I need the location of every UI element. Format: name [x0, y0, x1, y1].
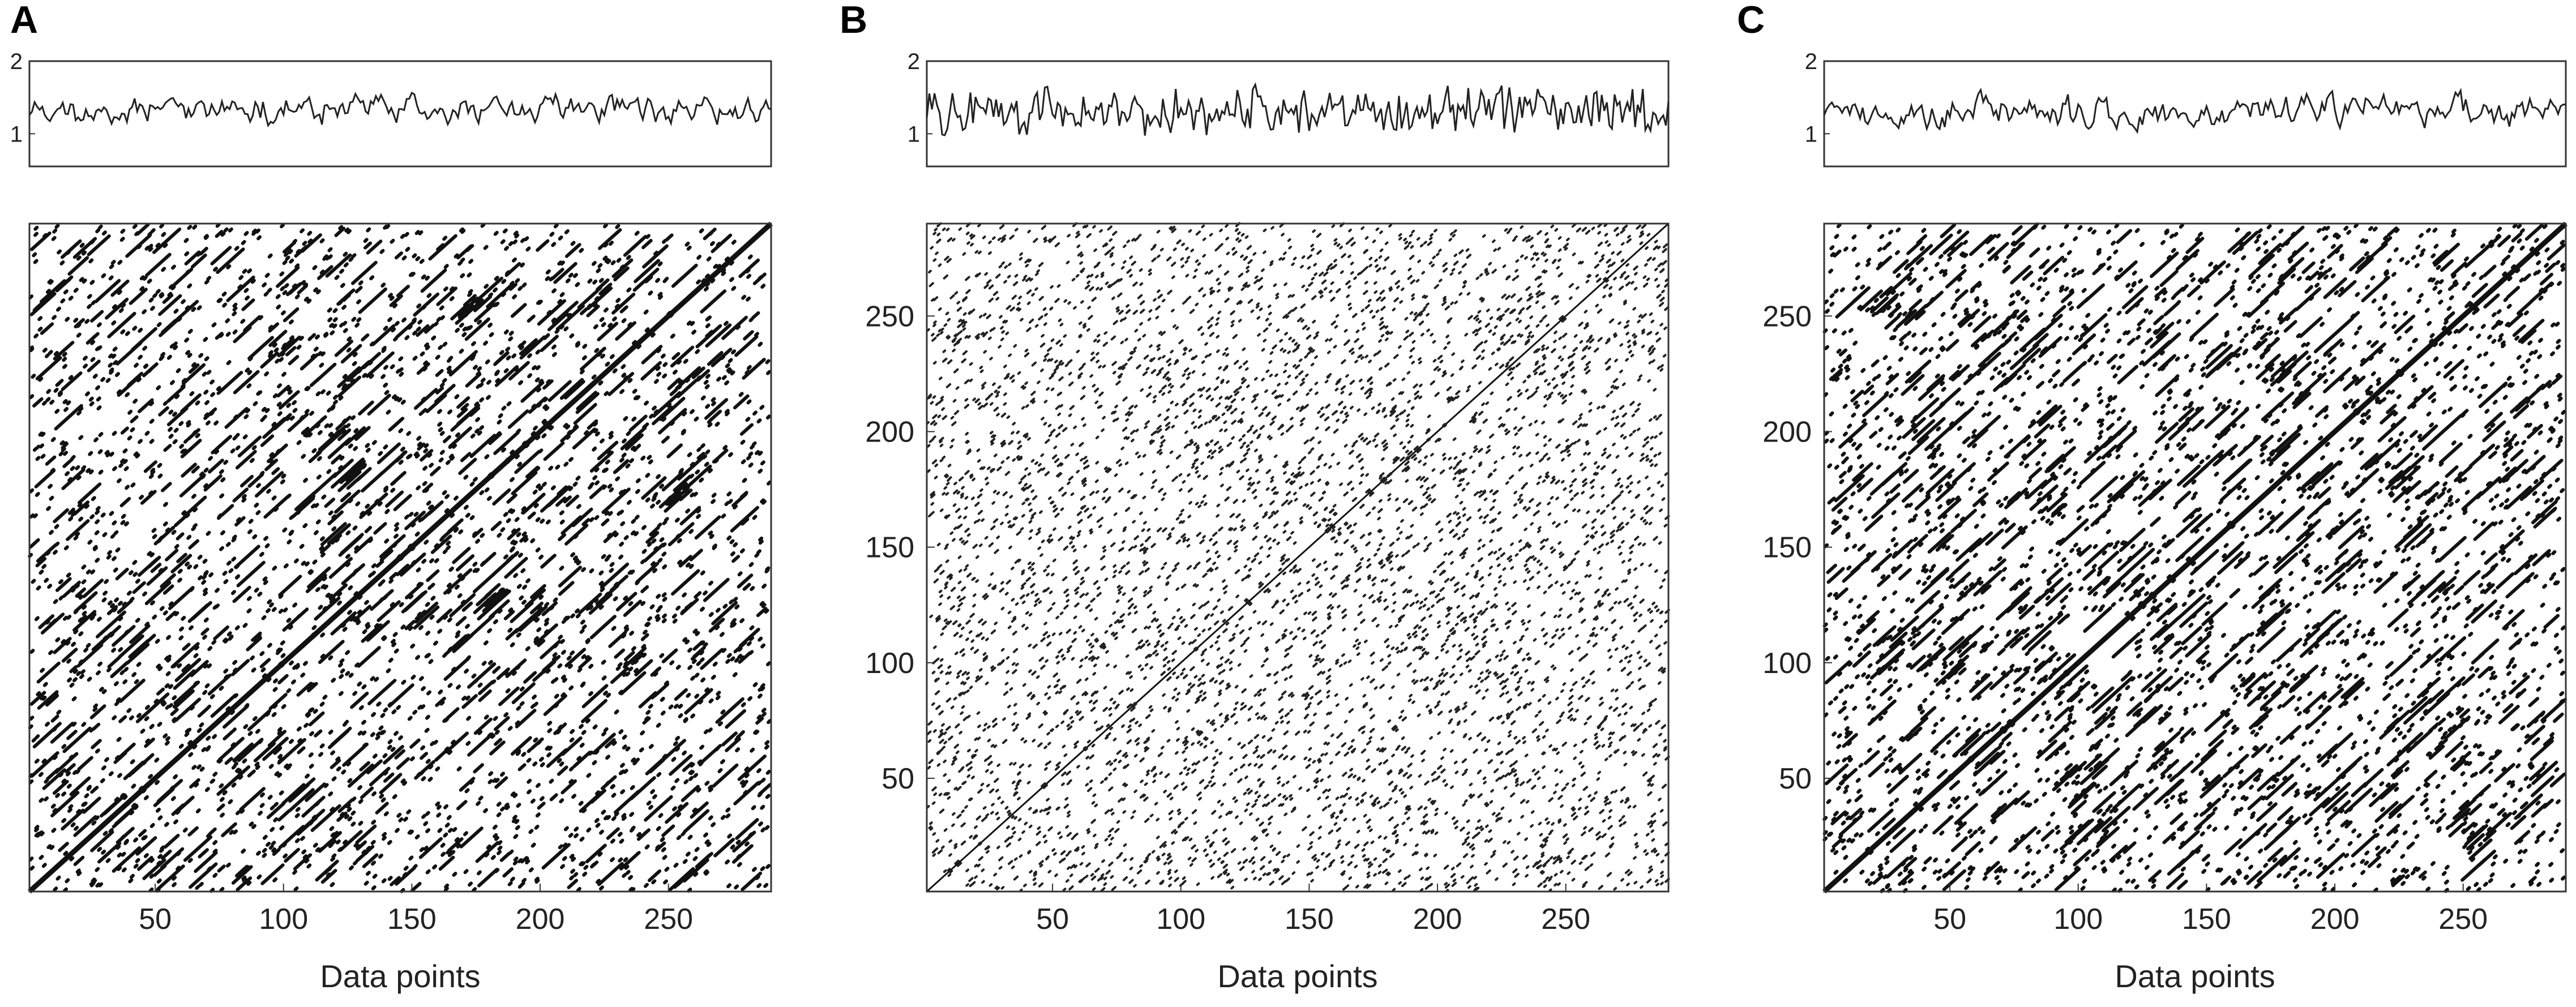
- panel-c-ytick-label: 250: [1762, 300, 1812, 333]
- panel-a-recurrence-points: [28, 222, 772, 893]
- panel-b-xtick-label: 100: [1156, 903, 1205, 936]
- panel-c-timeseries-ytick-label: 1: [1805, 122, 1817, 147]
- panel-c-letter: C: [1737, 0, 1765, 41]
- panel-a: A 12 50 100 150 200 250 Data points: [10, 0, 773, 994]
- panel-a-letter: A: [10, 0, 38, 41]
- panel-b-line-of-identity: [926, 222, 1670, 893]
- panel-a-xtick-label: 150: [387, 903, 437, 936]
- panel-c-xtick-label: 150: [2182, 903, 2231, 936]
- panel-c-line-of-identity: [1822, 221, 2568, 894]
- panel-c-timeseries-line: [1823, 87, 2566, 134]
- panel-a-xtick-label: 50: [139, 903, 172, 936]
- panel-a-xtick-label: 100: [259, 903, 308, 936]
- panel-b-xtick-label: 150: [1285, 903, 1334, 936]
- panel-b-xlabel: Data points: [1217, 958, 1377, 994]
- panel-b-timeseries: 12: [908, 49, 1670, 168]
- panel-b-timeseries-ytick-label: 1: [908, 122, 920, 147]
- panel-b-timeseries-ytick-label: 2: [908, 49, 920, 74]
- panel-b-letter: B: [840, 0, 867, 41]
- panel-c-timeseries-ytick-label: 2: [1805, 49, 1817, 74]
- panel-c-recurrence-frame: [1823, 222, 2567, 893]
- panel-c-timeseries: 12: [1805, 49, 2567, 168]
- panel-c-xlabel: Data points: [2115, 958, 2275, 994]
- panel-b-ytick-label: 150: [865, 532, 914, 564]
- panel-b-ytick-label: 100: [865, 647, 914, 680]
- panel-c-recurrence-points: [1822, 222, 2567, 893]
- panel-c-xtick-label: 200: [2310, 903, 2360, 936]
- panel-c-xtick-label: 100: [2053, 903, 2103, 936]
- panel-b-xtick-label: 200: [1413, 903, 1462, 936]
- panel-b-xtick-label: 250: [1541, 903, 1590, 936]
- panel-a-xtick-label: 250: [644, 903, 693, 936]
- panel-a-timeseries-frame: [28, 60, 772, 168]
- panel-a-xtick-label: 200: [516, 903, 565, 936]
- panel-c-ytick-label: 150: [1762, 532, 1812, 564]
- panel-c-recurrence-plot: 50 100 150 200 250 50 100 150 200 250: [1762, 221, 2568, 936]
- panel-c-ytick-label: 200: [1762, 415, 1812, 448]
- panel-b-timeseries-line: [926, 82, 1670, 136]
- panel-b-recurrence-plot: 50 100 150 200 250 50 100 150 200 250: [865, 222, 1670, 936]
- panel-b-recurrence-marks: [926, 222, 1670, 893]
- panel-a-timeseries: 12: [10, 49, 772, 168]
- panel-a-recurrence-marks: [28, 222, 772, 893]
- panel-c-recurrence-marks: [1822, 222, 2567, 893]
- panel-b-recurrence-points: [926, 222, 1670, 893]
- panel-c-xtick-label: 50: [1933, 903, 1966, 936]
- panel-c-timeseries-frame: [1823, 60, 2567, 168]
- panel-b-recurrence-frame: [926, 222, 1670, 893]
- panel-a-timeseries-ytick-label: 1: [10, 122, 23, 147]
- panel-b-ytick-label: 250: [865, 300, 914, 333]
- panel-a-timeseries-line: [28, 91, 772, 128]
- panel-c-ytick-label: 50: [1779, 762, 1812, 795]
- panel-a-timeseries-ytick-label: 2: [10, 49, 23, 74]
- panel-b-ytick-label: 50: [882, 762, 914, 795]
- panel-a-recurrence-frame: [28, 222, 772, 893]
- panel-b-ytick-label: 200: [865, 415, 914, 448]
- panel-a-recurrence-plot: 50 100 150 200 250: [27, 221, 773, 936]
- panel-a-xlabel: Data points: [320, 958, 480, 994]
- panel-c-ytick-label: 100: [1762, 647, 1812, 680]
- panel-c-xtick-label: 250: [2438, 903, 2488, 936]
- panel-b-xtick-label: 50: [1036, 903, 1069, 936]
